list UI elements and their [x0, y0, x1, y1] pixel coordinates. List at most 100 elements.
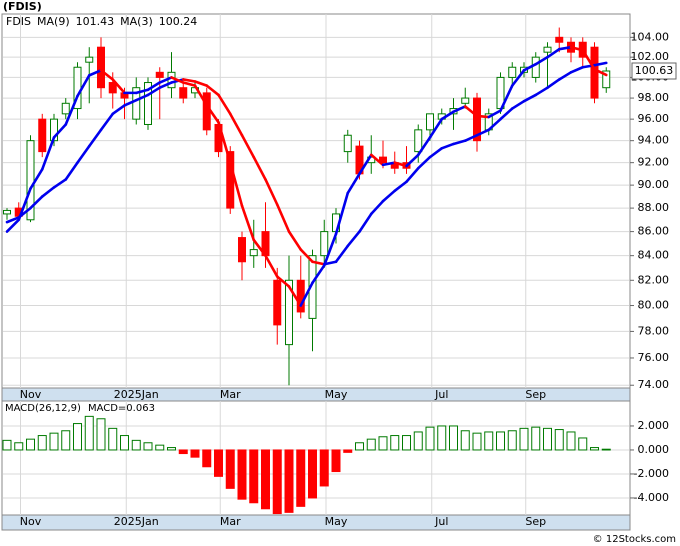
x-tick-label: May [325, 515, 348, 528]
macd-bar [308, 449, 317, 499]
macd-bar [2, 439, 12, 451]
macd-bar [178, 449, 188, 455]
x-tick-label: 2025Jan [114, 515, 159, 528]
y-tick-label: 104.00 [631, 30, 670, 43]
candle-body [38, 118, 47, 153]
ma-line-segment [99, 112, 115, 132]
macd-bar [472, 432, 482, 451]
ma-line-segment [252, 238, 267, 257]
chart-title: (FDIS) [3, 0, 42, 13]
watermark: © 12Stocks.com [593, 534, 676, 545]
macd-bar [261, 449, 270, 510]
ma-line-segment [158, 81, 173, 89]
ma-line-segment [181, 78, 197, 83]
ma-line-segment [487, 109, 502, 119]
ma-line-segment [440, 110, 455, 121]
macd-bar [554, 429, 564, 451]
macd-current: MACD=0.063 [88, 403, 155, 414]
y-tick-label: 98.00 [638, 91, 670, 104]
ma-line-segment [87, 128, 103, 148]
ma-line-segment [146, 81, 162, 92]
ma-line-segment [499, 107, 514, 121]
y-tick-label: 76.00 [638, 351, 670, 364]
macd-bar [366, 438, 376, 451]
candle-body [320, 231, 329, 257]
y-tick-label: 86.00 [638, 225, 670, 238]
ma-line-segment [593, 61, 608, 67]
ma-line-segment [217, 93, 232, 116]
ma-line-segment [428, 147, 444, 159]
ma-line-segment [40, 136, 56, 171]
ma-line-segment [452, 105, 467, 114]
ma-line-segment [205, 104, 220, 124]
ma-line-segment [158, 76, 173, 84]
macd-bar [601, 448, 611, 451]
macd-bar [202, 449, 212, 468]
x-tick-label: Jul [434, 515, 448, 528]
candle-body [461, 97, 470, 104]
ma-line-segment [416, 136, 432, 157]
ma-line-segment [76, 74, 91, 98]
ma-line-segment [193, 84, 209, 107]
y-tick-label: 92.00 [638, 156, 670, 169]
y-tick-label: -4.000 [634, 491, 669, 504]
ma-line-segment [240, 204, 256, 242]
candle-body [426, 113, 434, 131]
ma-line-segment [346, 172, 361, 195]
ma-line-segment [534, 86, 549, 97]
macd-bar [284, 449, 294, 513]
ma-line-segment [557, 71, 573, 81]
ma-line-segment [475, 128, 491, 137]
macd-bar [120, 435, 129, 451]
candle-body [85, 56, 94, 63]
legend-entry: MA(3) [120, 15, 153, 28]
legend-value: 100.24 [159, 15, 198, 28]
macd-bar [155, 444, 165, 451]
y-tick-label: 2.000 [638, 419, 670, 432]
ma-line-segment [287, 230, 303, 251]
ma-line-segment [240, 133, 256, 159]
ma-line-segment [557, 45, 573, 51]
macd-bar [507, 430, 517, 451]
candle-body [473, 97, 481, 142]
macd-bar [214, 449, 223, 477]
ma-line-segment [358, 153, 373, 176]
ma-line-segment [205, 84, 220, 97]
ma-line-segment [87, 68, 103, 77]
x-tick-label: Jul [434, 388, 448, 401]
x-tick-label: 2025Jan [114, 388, 159, 401]
candle-body [26, 140, 35, 221]
macd-bar [37, 435, 47, 451]
x-tick-label: Mar [220, 515, 241, 528]
candle-body [108, 82, 117, 94]
ma-line-segment [170, 76, 185, 84]
ma-line-segment [322, 232, 338, 267]
ma-line-segment [287, 285, 303, 307]
ma-line-segment [76, 144, 91, 164]
ma-line-segment [29, 195, 44, 210]
ma-line-segment [52, 178, 68, 189]
ma-line-segment [393, 180, 408, 193]
candle-body [379, 156, 387, 164]
candle-body [249, 249, 258, 257]
macd-bar [543, 427, 552, 451]
macd-bar [343, 449, 353, 453]
ma-line-segment [546, 47, 561, 59]
candle-body [238, 237, 246, 263]
macd-title: MACD(26,12,9) [5, 403, 81, 414]
macd-bar [143, 442, 153, 451]
candle-body [296, 279, 305, 313]
ma-line-segment [17, 187, 32, 222]
ma-line-segment [134, 88, 150, 95]
ma-line-segment [405, 153, 420, 168]
ma-line-segment [581, 48, 596, 71]
candle-body [414, 129, 423, 153]
ma-line-segment [299, 281, 314, 307]
macd-bar [237, 449, 247, 500]
candle-body [3, 209, 11, 215]
ma-line-segment [510, 68, 526, 87]
ma-line-segment [5, 216, 21, 224]
ma-line-segment [299, 248, 314, 264]
macd-bar [131, 439, 141, 451]
macd-bar [96, 418, 106, 451]
